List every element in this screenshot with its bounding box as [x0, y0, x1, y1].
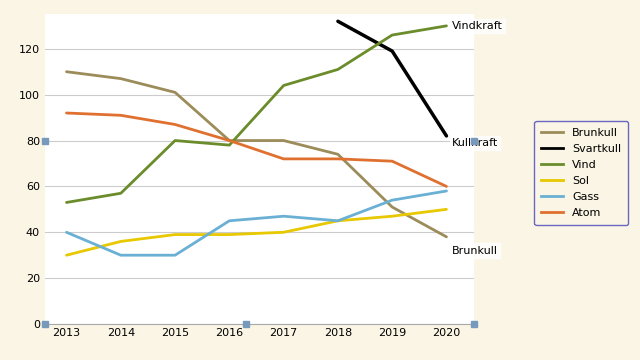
Text: Kullkraft: Kullkraft — [452, 138, 498, 148]
Text: Vindkraft: Vindkraft — [452, 21, 503, 31]
Legend: Brunkull, Svartkull, Vind, Sol, Gass, Atom: Brunkull, Svartkull, Vind, Sol, Gass, At… — [534, 121, 628, 225]
Text: Brunkull: Brunkull — [452, 246, 498, 256]
